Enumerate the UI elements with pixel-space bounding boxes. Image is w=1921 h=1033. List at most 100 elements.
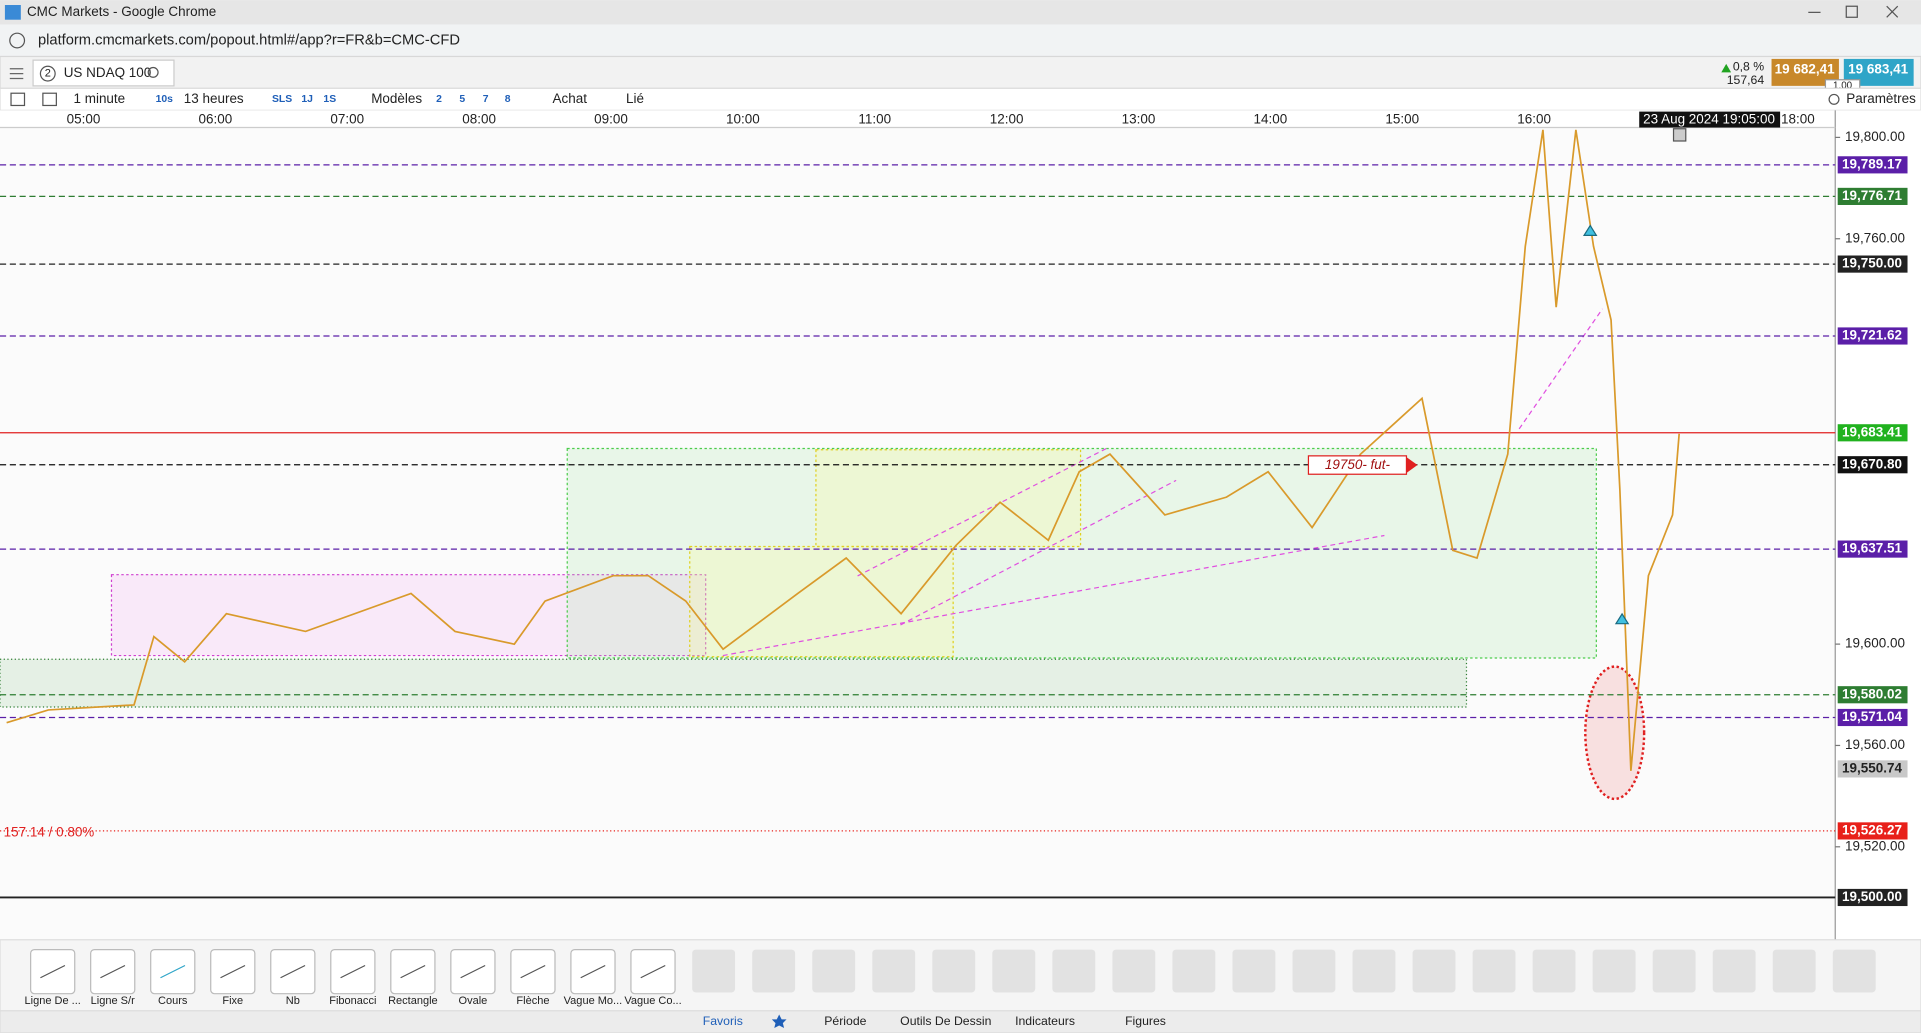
tool-glyph xyxy=(640,964,666,979)
close-button[interactable] xyxy=(1886,5,1899,18)
tool-label[interactable]: Vague Mo... xyxy=(564,995,623,1007)
crosshair-box xyxy=(1639,111,1781,128)
empty-slot xyxy=(1712,949,1756,993)
x-tick-label: 14:00 xyxy=(1254,112,1288,127)
level-label: 19,683.41 xyxy=(1842,424,1902,439)
tab[interactable]: Outils De Dessin xyxy=(900,1014,991,1028)
level-label-box xyxy=(1837,327,1908,345)
buy-price[interactable]: 19 683,41 xyxy=(1848,62,1908,77)
x-tick-label: 13:00 xyxy=(1122,112,1156,127)
toolbar-item[interactable]: 7 xyxy=(483,94,489,105)
x-tick-label: 18:00 xyxy=(1781,112,1815,127)
empty-slot xyxy=(812,949,856,993)
settings-icon[interactable] xyxy=(1828,93,1840,105)
chart-layer xyxy=(0,129,1836,899)
level-label: 19,750.00 xyxy=(1842,256,1902,271)
empty-slot xyxy=(1292,949,1336,993)
favorite-star[interactable] xyxy=(771,1014,787,1028)
tool-glyph xyxy=(400,964,426,979)
instrument-tab[interactable] xyxy=(32,59,175,87)
empty-slot xyxy=(1412,949,1456,993)
y-tick-label: 19,560.00 xyxy=(1845,737,1905,752)
zone xyxy=(110,574,707,657)
tab[interactable]: Figures xyxy=(1125,1014,1166,1028)
sell-price[interactable]: 19 682,41 xyxy=(1775,62,1835,77)
highlight-ellipse xyxy=(1584,665,1646,801)
toolbar-item[interactable]: 1J xyxy=(301,94,313,105)
toolbar-item[interactable]: 5 xyxy=(459,94,465,105)
settings[interactable]: Paramètres xyxy=(1846,91,1916,106)
level-label: 19,776.71 xyxy=(1842,188,1902,203)
level-label-box xyxy=(1837,255,1908,273)
url[interactable]: platform.cmcmarkets.com/popout.html#/app… xyxy=(38,32,460,48)
toolbar-item[interactable]: SLS xyxy=(272,94,292,105)
tool-label[interactable]: Ligne De ... xyxy=(25,995,81,1007)
empty-slot xyxy=(932,949,976,993)
toolbar-item[interactable]: 2 xyxy=(436,94,442,105)
level-label: 19,526.27 xyxy=(1842,822,1902,837)
url-bar xyxy=(0,24,1921,57)
toolbar-item[interactable]: 1S xyxy=(323,94,336,105)
zone xyxy=(0,658,1468,708)
app-icon xyxy=(4,5,21,20)
x-tick-label: 05:00 xyxy=(67,112,101,127)
toolbar-item[interactable]: 13 heures xyxy=(184,91,244,106)
tool-glyph xyxy=(40,964,66,979)
toolbar-item[interactable]: 1 minute xyxy=(74,91,126,106)
tool-label[interactable]: Ligne S/r xyxy=(91,995,135,1007)
level-label-box xyxy=(1837,760,1908,778)
tool-label[interactable]: Rectangle xyxy=(388,995,438,1007)
site-info-icon[interactable] xyxy=(9,32,26,49)
tab[interactable]: Favoris xyxy=(703,1014,743,1028)
tab[interactable]: Période xyxy=(824,1014,866,1028)
note-arrow xyxy=(1406,457,1418,474)
y-tick-label: 19,800.00 xyxy=(1845,129,1905,144)
layout-icon[interactable] xyxy=(10,92,26,107)
level-label: 19,580.02 xyxy=(1842,686,1902,701)
level-label-box xyxy=(1837,156,1908,174)
range-annotation: 157.14 / 0.80% xyxy=(4,825,95,840)
tool-label[interactable]: Ovale xyxy=(459,995,488,1007)
grid-icon[interactable] xyxy=(42,92,57,107)
empty-slot xyxy=(1652,949,1696,993)
empty-slot xyxy=(1592,949,1636,993)
window-title: CMC Markets - Google Chrome xyxy=(27,4,216,19)
quantity[interactable]: 1,00 xyxy=(1833,80,1853,91)
note: 19750- fut- xyxy=(1325,457,1391,472)
empty-slot xyxy=(1172,949,1216,993)
y-tick-label: 19,760.00 xyxy=(1845,230,1905,245)
level-label-box xyxy=(1837,686,1908,704)
tool-label[interactable]: Cours xyxy=(158,995,188,1007)
x-tick-label: 16:00 xyxy=(1517,112,1551,127)
level-label-box xyxy=(1837,456,1908,474)
x-tick-label: 11:00 xyxy=(858,112,891,127)
toolbar-item[interactable]: 10s xyxy=(156,94,174,105)
trend-line xyxy=(857,446,1110,577)
toolbar-item[interactable]: Achat xyxy=(553,91,588,106)
tool-glyph xyxy=(160,964,186,979)
empty-slot xyxy=(1112,949,1156,993)
tool-label[interactable]: Nb xyxy=(286,995,300,1007)
tool-label[interactable]: Fixe xyxy=(222,995,243,1007)
tool-label[interactable]: Vague Co... xyxy=(624,995,681,1007)
level-label-box xyxy=(1837,424,1908,442)
search-icon[interactable] xyxy=(147,66,159,78)
restore-button[interactable] xyxy=(1845,5,1858,18)
y-tick-label: 19,600.00 xyxy=(1845,636,1905,651)
tool-glyph xyxy=(340,964,366,979)
tool-label[interactable]: Fibonacci xyxy=(329,995,376,1007)
menu-icon[interactable] xyxy=(9,68,24,80)
price-line xyxy=(6,129,1681,771)
x-tick-label: 09:00 xyxy=(594,112,628,127)
toolbar-item[interactable]: Lié xyxy=(626,91,644,106)
toolbar-item[interactable]: Modèles xyxy=(371,91,422,106)
crosshair-marker xyxy=(1672,128,1687,142)
tab[interactable]: Indicateurs xyxy=(1015,1014,1075,1028)
empty-slot xyxy=(1052,949,1096,993)
toolbar-item[interactable]: 8 xyxy=(505,94,511,105)
title-bar xyxy=(0,0,1921,25)
level-label-box xyxy=(1837,888,1908,907)
tool-label[interactable]: Flèche xyxy=(516,995,549,1007)
